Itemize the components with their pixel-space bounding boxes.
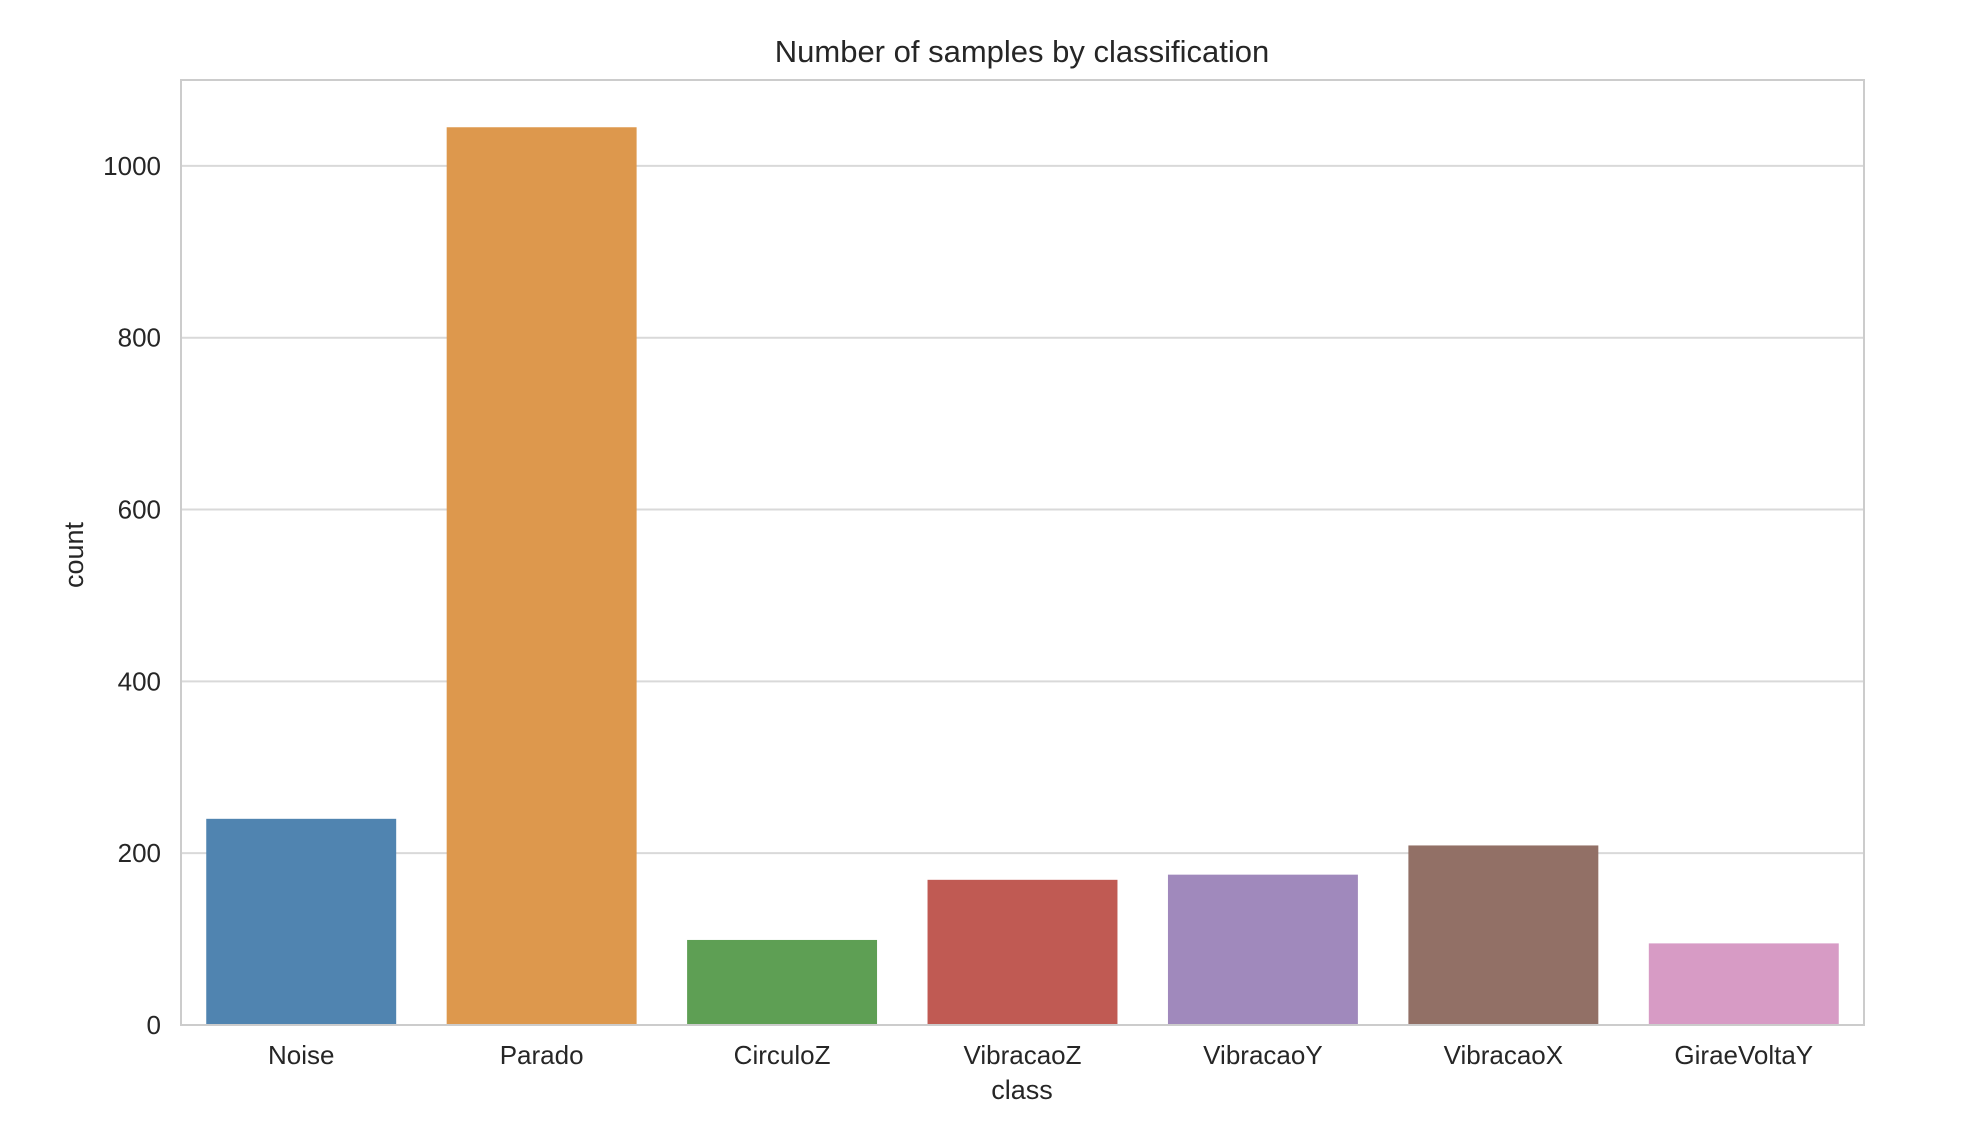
x-tick-label-noise: Noise — [268, 1040, 334, 1070]
bar-vibracaoz — [927, 879, 1118, 1025]
x-tick-labels: Noise Parado CirculoZ VibracaoZ VibracaoY Vib… — [268, 1040, 1813, 1070]
bar-noise — [206, 818, 397, 1025]
x-tick-label-parado: Parado — [500, 1040, 584, 1070]
y-tick-label: 1000 — [103, 151, 161, 181]
chart-title: Number of samples by classification — [775, 34, 1269, 69]
y-tick-labels: 0 200 400 600 800 1000 — [103, 151, 161, 1040]
bar-giraevoltay — [1648, 943, 1839, 1025]
bar-vibracaoy — [1167, 874, 1358, 1025]
y-tick-label: 600 — [118, 495, 161, 525]
x-tick-label-giraevoltay: GiraeVoltaY — [1674, 1040, 1813, 1070]
x-tick-label-vibracaoz: VibracaoZ — [963, 1040, 1081, 1070]
bars — [206, 127, 1839, 1025]
x-tick-label-vibracaoy: VibracaoY — [1203, 1040, 1323, 1070]
y-tick-label: 400 — [118, 666, 161, 696]
y-tick-label: 0 — [147, 1010, 161, 1040]
x-axis-label: class — [991, 1075, 1053, 1105]
y-axis-label: count — [59, 521, 89, 588]
x-tick-label-vibracaox: VibracaoX — [1444, 1040, 1564, 1070]
y-tick-label: 200 — [118, 838, 161, 868]
bar-vibracaox — [1408, 845, 1599, 1025]
x-tick-label-circuloz: CirculoZ — [734, 1040, 831, 1070]
plot-frame — [180, 79, 1865, 1026]
bar-circuloz — [687, 939, 878, 1025]
y-tick-label: 800 — [118, 323, 161, 353]
bar-parado — [446, 127, 637, 1025]
